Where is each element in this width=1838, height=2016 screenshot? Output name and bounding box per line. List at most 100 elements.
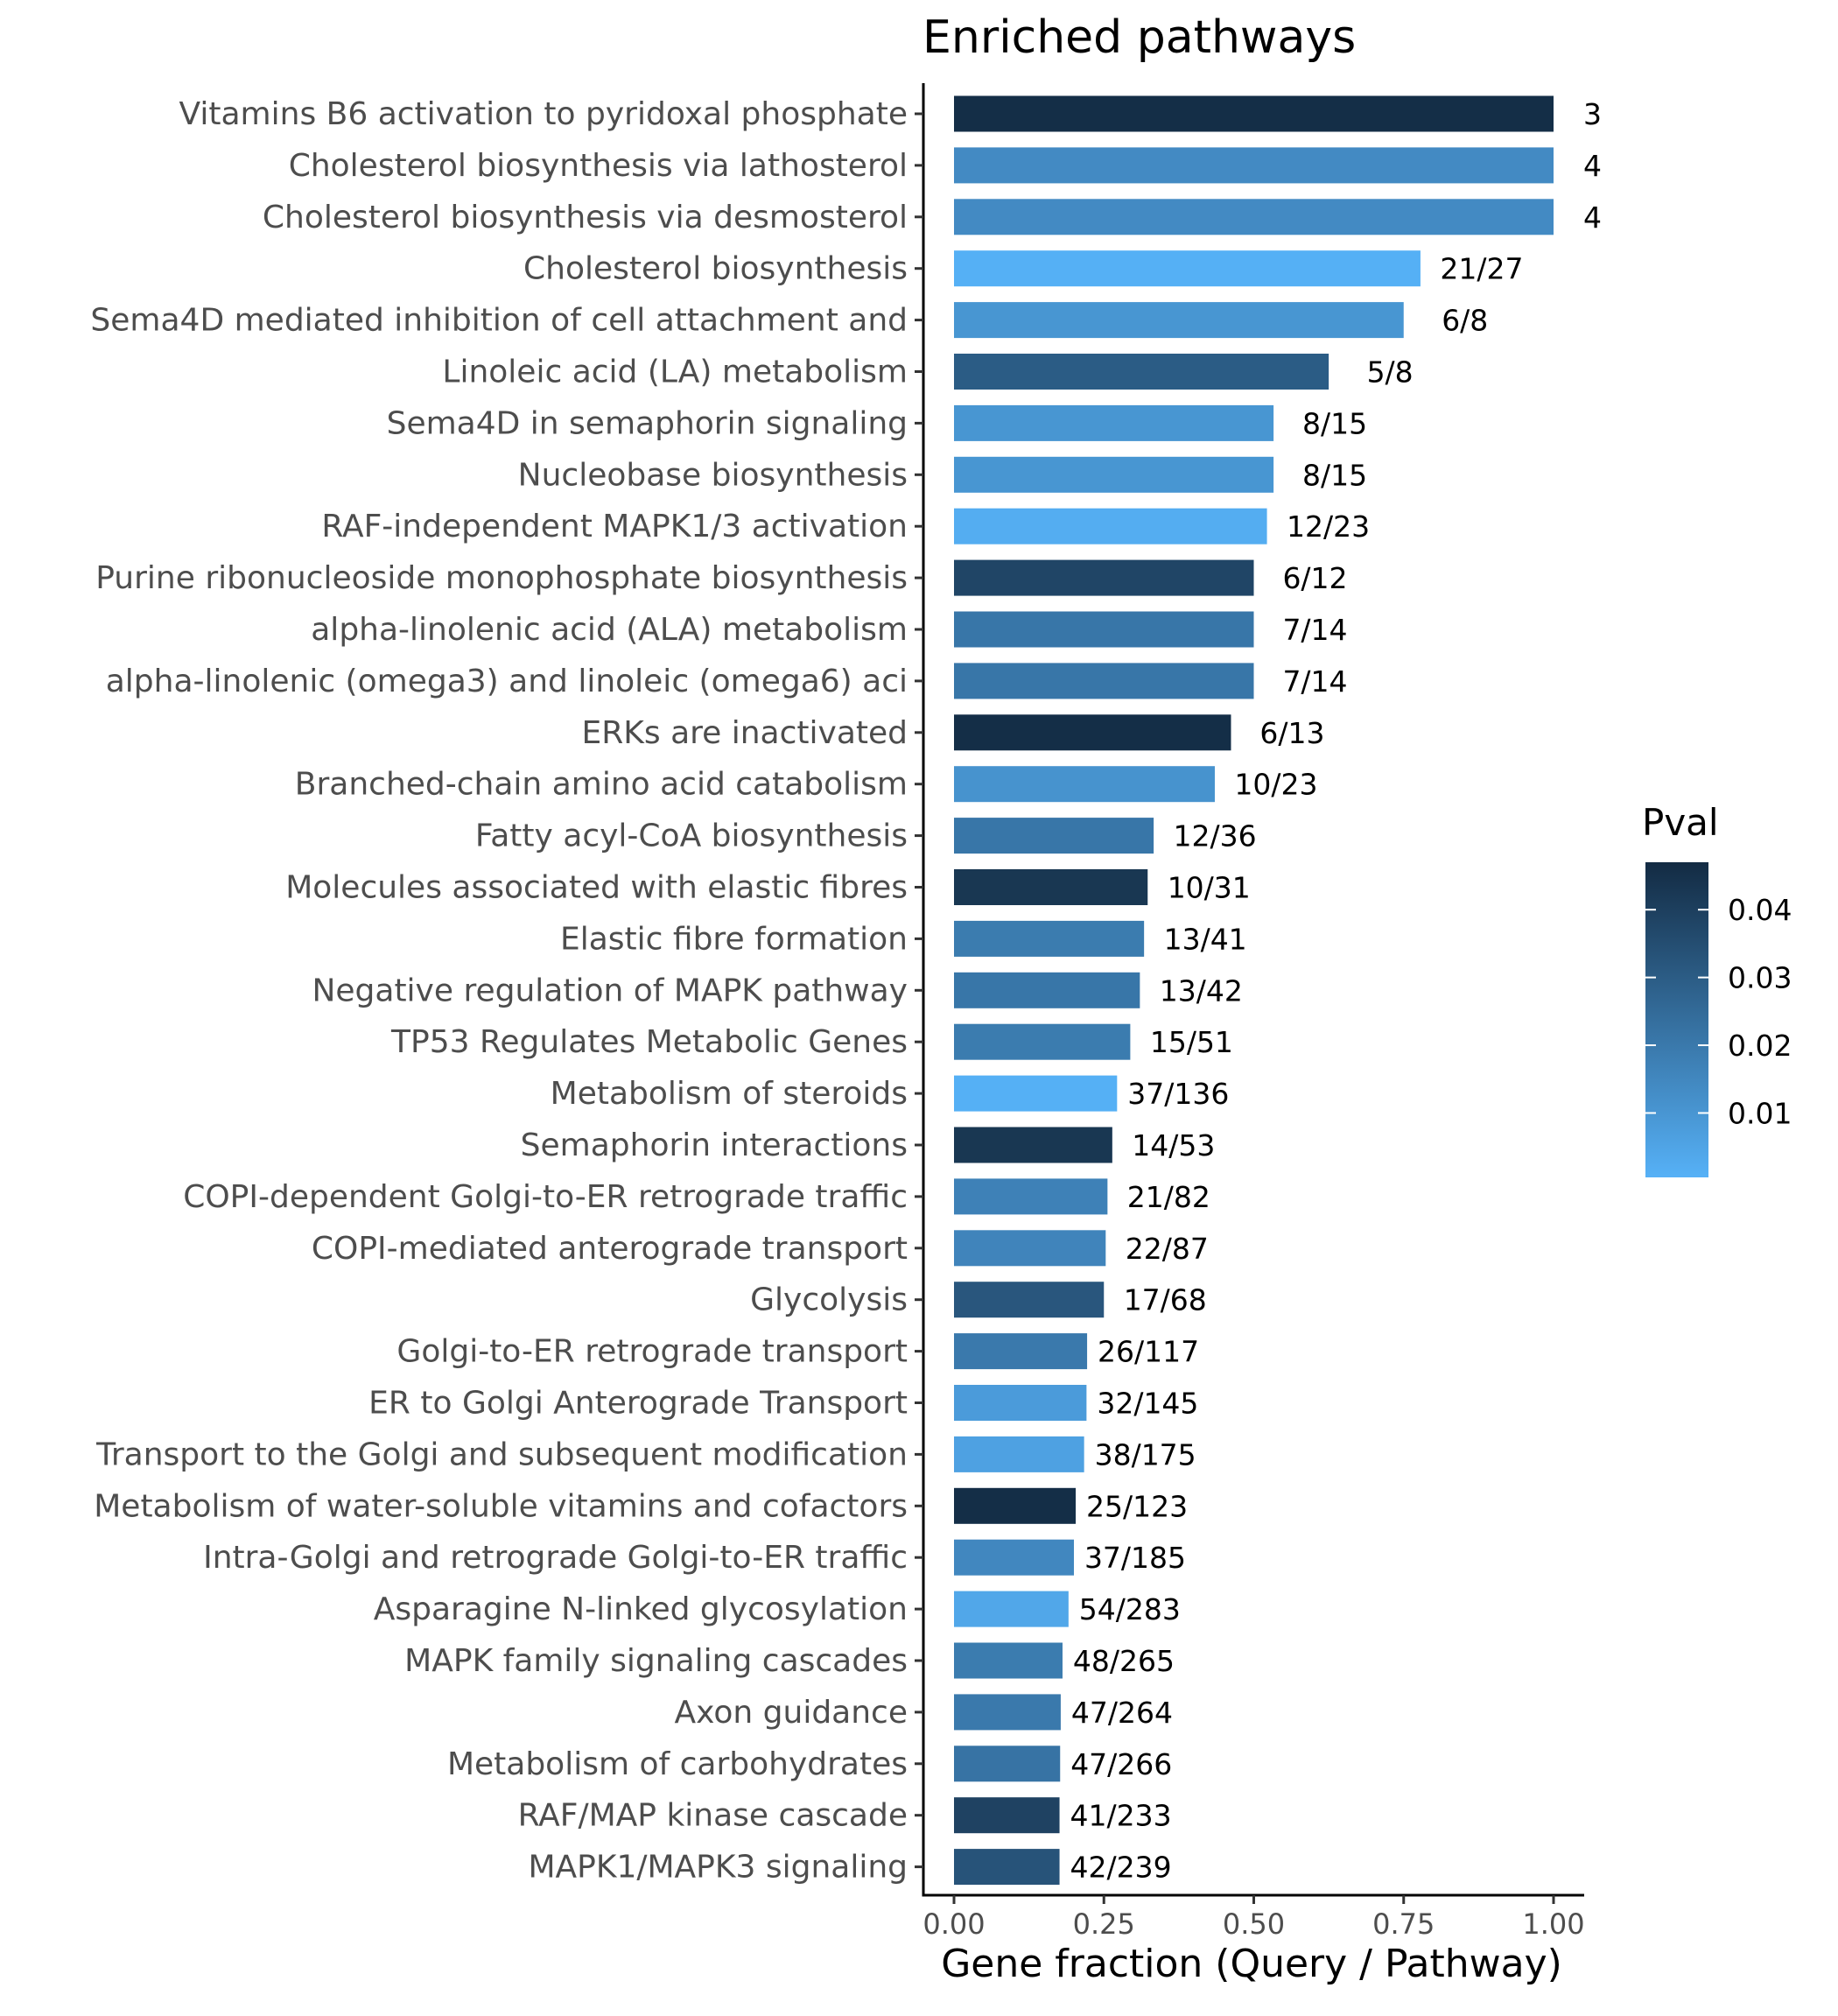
legend-tick-label: 0.03	[1728, 961, 1792, 995]
bar	[954, 1023, 1131, 1060]
legend: Pval 0.04 0.03 0.02 0.01	[1642, 801, 1792, 1177]
y-tick-label: ERKs are inactivated	[582, 715, 908, 751]
y-tick-label: Linoleic acid (LA) metabolism	[442, 355, 908, 390]
data-label: 8/15	[1302, 406, 1367, 440]
bar	[954, 354, 1329, 390]
data-label: 13/41	[1164, 922, 1247, 956]
data-label: 4	[1583, 149, 1602, 183]
data-label: 37/185	[1084, 1541, 1186, 1575]
data-label: 3	[1583, 97, 1602, 131]
bar	[954, 1591, 1069, 1627]
bar	[954, 199, 1554, 235]
y-tick-label: Purine ribonucleoside monophosphate bios…	[95, 560, 908, 596]
y-tick-label: alpha-linolenic acid (ALA) metabolism	[311, 612, 908, 648]
data-label: 8/15	[1302, 458, 1367, 492]
y-tick-label: COPI-dependent Golgi-to-ER retrograde tr…	[183, 1179, 908, 1215]
legend-tick-label: 0.01	[1728, 1096, 1792, 1130]
bar	[954, 818, 1154, 854]
y-tick-label: Elastic fibre formation	[560, 921, 908, 957]
legend-title: Pval	[1642, 801, 1719, 844]
data-label: 22/87	[1126, 1232, 1209, 1266]
data-label: 21/82	[1127, 1180, 1210, 1214]
data-label: 14/53	[1132, 1128, 1215, 1163]
bar	[954, 1797, 1060, 1834]
bar	[954, 1282, 1105, 1318]
bar	[954, 147, 1554, 184]
bar	[954, 1849, 1060, 1886]
data-label: 21/27	[1440, 252, 1523, 286]
bar	[954, 559, 1254, 596]
x-tick-label: 0.25	[1073, 1907, 1135, 1941]
data-label-group: 34421/276/85/88/158/1512/236/127/147/146…	[1070, 97, 1602, 1885]
bar	[954, 869, 1148, 905]
y-tick-label: Branched-chain amino acid catabolism	[295, 767, 908, 803]
bar	[954, 1127, 1112, 1163]
bar	[954, 1075, 1118, 1112]
y-tick-label: COPI-mediated anterograde transport	[312, 1231, 908, 1267]
bar	[954, 611, 1254, 648]
y-tick-label: Asparagine N-linked glycosylation	[374, 1591, 908, 1627]
bar	[954, 1694, 1061, 1731]
chart-title: Enriched pathways	[923, 11, 1356, 64]
data-label: 47/266	[1070, 1747, 1172, 1781]
y-tick-label: Glycolysis	[750, 1282, 908, 1318]
y-tick-label: Metabolism of carbohydrates	[447, 1746, 908, 1782]
data-label: 26/117	[1098, 1335, 1199, 1369]
y-tick-label: Sema4D in semaphorin signaling	[387, 405, 908, 441]
data-label: 32/145	[1097, 1387, 1198, 1421]
y-tick-label: Golgi-to-ER retrograde transport	[396, 1334, 908, 1370]
y-tick-label: Vitamins B6 activation to pyridoxal phos…	[179, 96, 908, 132]
y-axis: Vitamins B6 activation to pyridoxal phos…	[90, 83, 925, 1895]
data-label: 10/31	[1168, 871, 1251, 905]
y-tick-label: TP53 Regulates Metabolic Genes	[390, 1024, 908, 1060]
bar	[954, 508, 1267, 544]
data-label: 42/239	[1070, 1851, 1172, 1885]
x-tick-label: 0.00	[923, 1907, 985, 1941]
bar	[954, 95, 1554, 132]
x-tick-label: 1.00	[1522, 1907, 1584, 1941]
bar	[954, 1230, 1106, 1267]
data-label: 7/14	[1282, 613, 1347, 647]
data-label: 4	[1583, 200, 1602, 235]
bar	[954, 302, 1404, 339]
bar	[954, 1333, 1088, 1370]
data-label: 25/123	[1086, 1489, 1188, 1523]
data-label: 48/265	[1073, 1644, 1175, 1678]
x-tick-group: 0.00 0.25 0.50 0.75 1.00	[923, 1895, 1585, 1941]
data-label: 10/23	[1234, 768, 1317, 802]
bar-series	[954, 95, 1554, 1886]
y-tick-label: Negative regulation of MAPK pathway	[312, 973, 908, 1008]
y-tick-label: Molecules associated with elastic fibres	[285, 870, 908, 906]
data-label: 6/12	[1282, 561, 1347, 595]
y-tick-label: Semaphorin interactions	[521, 1127, 908, 1163]
bar	[954, 1642, 1063, 1679]
data-label: 47/264	[1071, 1696, 1173, 1730]
x-axis-label: Gene fraction (Query / Pathway)	[941, 1942, 1562, 1986]
y-tick-label: Cholesterol biosynthesis via desmosterol	[263, 200, 908, 235]
y-tick-label: Axon guidance	[675, 1695, 908, 1731]
y-tick-label: MAPK family signaling cascades	[404, 1643, 908, 1679]
bar	[954, 972, 1140, 1008]
data-label: 6/8	[1442, 304, 1488, 338]
y-tick-label: RAF/MAP kinase cascade	[518, 1798, 908, 1834]
bar	[954, 663, 1254, 699]
bar	[954, 1539, 1074, 1576]
legend-tick-label: 0.02	[1728, 1029, 1792, 1063]
y-tick-label: Cholesterol biosynthesis	[523, 251, 908, 287]
bar	[954, 766, 1215, 803]
data-label: 12/23	[1287, 509, 1370, 544]
bar	[954, 1436, 1084, 1472]
y-tick-label: RAF-independent MAPK1/3 activation	[321, 509, 908, 544]
y-tick-label: Cholesterol biosynthesis via lathosterol	[289, 148, 908, 184]
data-label: 7/14	[1282, 664, 1347, 699]
y-tick-label: Intra-Golgi and retrograde Golgi-to-ER t…	[203, 1540, 908, 1576]
bar	[954, 920, 1145, 957]
y-tick-label: ER to Golgi Anterograde Transport	[368, 1386, 908, 1422]
legend-tick-label: 0.04	[1728, 893, 1792, 927]
y-tick-label: alpha-linolenic (omega3) and linoleic (o…	[106, 664, 908, 699]
y-tick-label: Nucleobase biosynthesis	[518, 457, 908, 493]
data-label: 12/36	[1174, 819, 1257, 853]
data-label: 17/68	[1124, 1283, 1207, 1317]
bar	[954, 714, 1231, 751]
